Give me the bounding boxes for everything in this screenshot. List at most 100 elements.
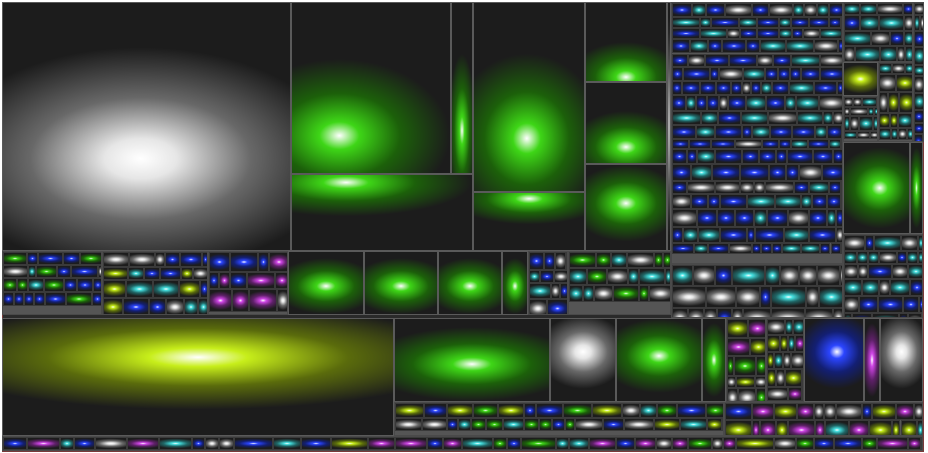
small-cyan-cluster[interactable] [843, 96, 878, 142]
file-tile[interactable] [127, 437, 158, 450]
file-tile[interactable] [739, 17, 756, 28]
file-tile[interactable] [723, 437, 736, 450]
green-block-bottom-3[interactable] [702, 318, 726, 402]
file-tile[interactable] [219, 437, 234, 450]
file-tile[interactable] [36, 265, 57, 277]
file-tile[interactable] [583, 285, 594, 302]
large-gray-block[interactable] [2, 2, 291, 251]
file-tile[interactable] [920, 15, 924, 31]
file-tile[interactable] [879, 279, 889, 296]
file-tile[interactable] [857, 251, 868, 264]
file-tile[interactable] [149, 298, 166, 315]
file-tile[interactable] [844, 264, 858, 279]
file-tile[interactable] [904, 31, 913, 46]
file-tile[interactable] [796, 437, 814, 450]
file-tile[interactable] [831, 243, 841, 254]
file-tile[interactable] [552, 418, 565, 432]
file-tile[interactable] [907, 251, 918, 264]
file-tile[interactable] [904, 15, 913, 32]
file-tile[interactable] [740, 28, 757, 39]
file-tile[interactable] [727, 356, 734, 376]
file-tile[interactable] [715, 149, 742, 164]
file-tile[interactable] [797, 111, 823, 125]
file-tile[interactable] [690, 39, 708, 54]
file-tile[interactable] [914, 3, 924, 15]
file-tile[interactable] [877, 3, 903, 15]
file-tile[interactable] [817, 265, 840, 286]
file-tile[interactable] [563, 403, 592, 418]
file-tile[interactable] [793, 319, 804, 335]
file-tile[interactable] [740, 181, 754, 194]
file-tile[interactable] [672, 111, 701, 125]
file-tile[interactable] [672, 39, 690, 54]
file-tile[interactable] [892, 264, 908, 279]
file-tile[interactable] [672, 286, 706, 308]
file-tile[interactable] [799, 265, 816, 286]
file-tile[interactable] [712, 164, 740, 181]
file-tile[interactable] [686, 95, 696, 111]
file-tile[interactable] [752, 3, 769, 17]
file-tile[interactable] [774, 403, 796, 420]
file-tile[interactable] [746, 39, 760, 54]
file-tile[interactable] [74, 437, 95, 450]
file-tile[interactable] [787, 149, 813, 164]
file-tile[interactable] [914, 93, 924, 111]
file-tile[interactable] [865, 235, 874, 251]
file-tile[interactable] [672, 437, 688, 450]
file-tile[interactable] [791, 139, 808, 149]
file-tile[interactable] [869, 420, 892, 436]
file-tile[interactable] [806, 286, 819, 308]
file-tile[interactable] [879, 128, 891, 140]
file-tile[interactable] [784, 227, 808, 243]
file-tile[interactable] [910, 279, 923, 296]
file-tile[interactable] [914, 403, 923, 420]
file-tile[interactable] [569, 268, 587, 285]
file-tile[interactable] [792, 28, 802, 39]
file-tile[interactable] [857, 131, 871, 140]
file-tile[interactable] [569, 437, 589, 450]
file-tile[interactable] [129, 252, 155, 267]
file-tile[interactable] [701, 111, 718, 125]
file-tile[interactable] [672, 164, 691, 181]
file-tile[interactable] [3, 252, 27, 265]
file-tile[interactable] [914, 110, 924, 122]
file-tile[interactable] [63, 252, 81, 265]
file-tile[interactable] [879, 92, 888, 112]
file-tile[interactable] [708, 243, 729, 254]
file-tile[interactable] [761, 243, 772, 254]
green-block-right[interactable] [843, 142, 910, 234]
file-tile[interactable] [27, 437, 60, 450]
magenta-cluster[interactable] [208, 251, 288, 315]
file-tile[interactable] [232, 289, 249, 312]
file-tile[interactable] [715, 181, 740, 194]
file-tile[interactable] [539, 418, 552, 432]
file-tile[interactable] [368, 437, 395, 450]
file-tile[interactable] [814, 39, 838, 54]
file-tile[interactable] [731, 81, 742, 96]
file-tile[interactable] [752, 403, 774, 420]
file-tile[interactable] [153, 280, 179, 298]
file-tile[interactable] [879, 251, 896, 264]
file-tile[interactable] [824, 403, 836, 420]
file-tile[interactable] [687, 181, 715, 194]
file-tile[interactable] [71, 265, 97, 277]
file-tile[interactable] [14, 292, 24, 305]
file-tile[interactable] [77, 278, 92, 293]
file-tile[interactable] [672, 28, 700, 39]
file-tile[interactable] [547, 299, 568, 315]
file-tile[interactable] [801, 243, 820, 254]
file-tile[interactable] [767, 209, 787, 228]
file-tile[interactable] [740, 164, 768, 181]
file-tile[interactable] [820, 28, 842, 39]
file-tile[interactable] [844, 15, 860, 32]
file-tile[interactable] [836, 209, 843, 228]
file-tile[interactable] [890, 113, 898, 128]
file-tile[interactable] [890, 279, 911, 296]
file-tile[interactable] [827, 125, 842, 139]
file-tile[interactable] [687, 149, 697, 164]
file-tile[interactable] [896, 403, 914, 420]
bottom-right-cluster[interactable] [724, 402, 923, 436]
file-tile[interactable] [752, 243, 761, 254]
file-tile[interactable] [868, 264, 892, 279]
file-tile[interactable] [877, 97, 878, 107]
